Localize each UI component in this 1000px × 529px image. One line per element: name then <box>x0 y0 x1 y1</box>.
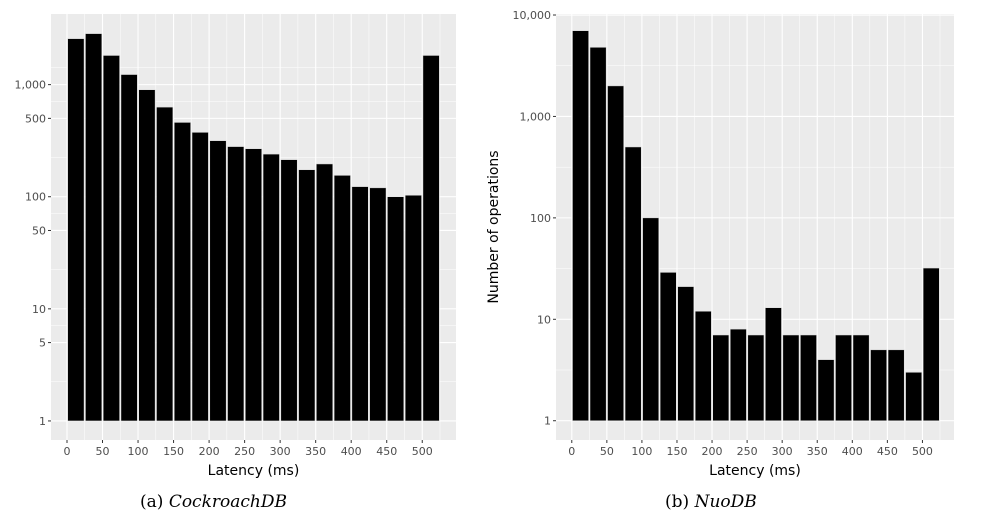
bar <box>747 334 765 421</box>
x-tick-label: 100 <box>631 445 652 458</box>
bar <box>120 74 138 422</box>
bar <box>852 334 870 421</box>
x-tick-label: 150 <box>666 445 687 458</box>
x-tick-label: 150 <box>163 445 184 458</box>
x-tick-label: 500 <box>912 445 933 458</box>
bar <box>624 146 642 421</box>
x-tick-label: 200 <box>702 445 723 458</box>
x-tick-label: 350 <box>807 445 828 458</box>
caption-b-label: (b) <box>665 492 690 512</box>
bar <box>905 372 922 421</box>
y-tick-label: 5 <box>39 337 46 350</box>
bar <box>262 153 280 422</box>
bar <box>156 106 174 422</box>
caption-a-name: CockroachDB <box>168 492 287 512</box>
x-tick-label: 350 <box>305 445 326 458</box>
bar <box>800 334 817 421</box>
bar <box>351 186 369 422</box>
bar <box>67 38 85 422</box>
x-tick-label: 400 <box>341 445 362 458</box>
caption-a: (a) CockroachDB <box>140 492 287 512</box>
x-tick-label: 300 <box>772 445 793 458</box>
x-tick-label: 0 <box>63 445 70 458</box>
bar <box>589 47 607 421</box>
bar <box>245 148 262 422</box>
bar <box>404 195 422 422</box>
caption-a-label: (a) <box>140 492 164 512</box>
y-tick-label: 10 <box>32 303 46 316</box>
x-tick-label: 50 <box>600 445 614 458</box>
x-tick-label: 250 <box>737 445 758 458</box>
bar <box>227 146 245 422</box>
bar <box>138 89 156 422</box>
bar <box>782 334 800 421</box>
bar <box>835 334 852 421</box>
bar <box>922 267 940 421</box>
bar <box>607 85 624 421</box>
x-tick-label: 400 <box>842 445 863 458</box>
bar <box>174 122 191 422</box>
y-tick-label: 10,000 <box>513 9 552 22</box>
x-tick-label: 250 <box>234 445 255 458</box>
y-tick-label: 500 <box>25 112 46 125</box>
y-axis-title: Number of operations <box>486 150 502 303</box>
bar <box>887 349 905 421</box>
bar <box>280 159 298 422</box>
bar <box>712 334 730 421</box>
bar <box>572 30 589 421</box>
bar <box>209 140 227 422</box>
x-tick-label: 100 <box>128 445 149 458</box>
bar <box>102 55 120 422</box>
caption-b-name: NuoDB <box>694 492 757 512</box>
x-axis-title: Latency (ms) <box>208 463 300 479</box>
y-tick-label: 1 <box>39 415 46 428</box>
y-tick-label: 1,000 <box>15 79 47 92</box>
bar <box>659 272 677 421</box>
bar <box>642 217 659 421</box>
bar <box>870 349 887 421</box>
x-tick-label: 450 <box>877 445 898 458</box>
x-tick-label: 200 <box>199 445 220 458</box>
y-tick-label: 50 <box>32 224 46 237</box>
bar <box>333 175 351 422</box>
x-tick-label: 0 <box>568 445 575 458</box>
bar <box>677 286 695 421</box>
x-tick-label: 50 <box>96 445 110 458</box>
x-tick-label: 450 <box>376 445 397 458</box>
y-tick-label: 100 <box>530 212 551 225</box>
caption-b: (b) NuoDB <box>665 492 757 512</box>
bar <box>298 169 316 422</box>
bar <box>694 311 712 421</box>
y-tick-label: 1,000 <box>520 110 552 123</box>
x-axis-title: Latency (ms) <box>709 463 801 479</box>
bar <box>316 163 333 422</box>
bar <box>387 196 405 422</box>
bar <box>369 187 387 422</box>
y-tick-label: 100 <box>25 191 46 204</box>
bar <box>765 307 782 421</box>
bar <box>817 359 835 421</box>
bar <box>730 328 747 421</box>
bar <box>85 33 103 422</box>
bar <box>191 132 209 422</box>
x-tick-label: 300 <box>270 445 291 458</box>
bar <box>422 55 440 422</box>
y-tick-label: 1 <box>544 415 551 428</box>
y-tick-label: 10 <box>537 313 551 326</box>
x-tick-label: 500 <box>412 445 433 458</box>
